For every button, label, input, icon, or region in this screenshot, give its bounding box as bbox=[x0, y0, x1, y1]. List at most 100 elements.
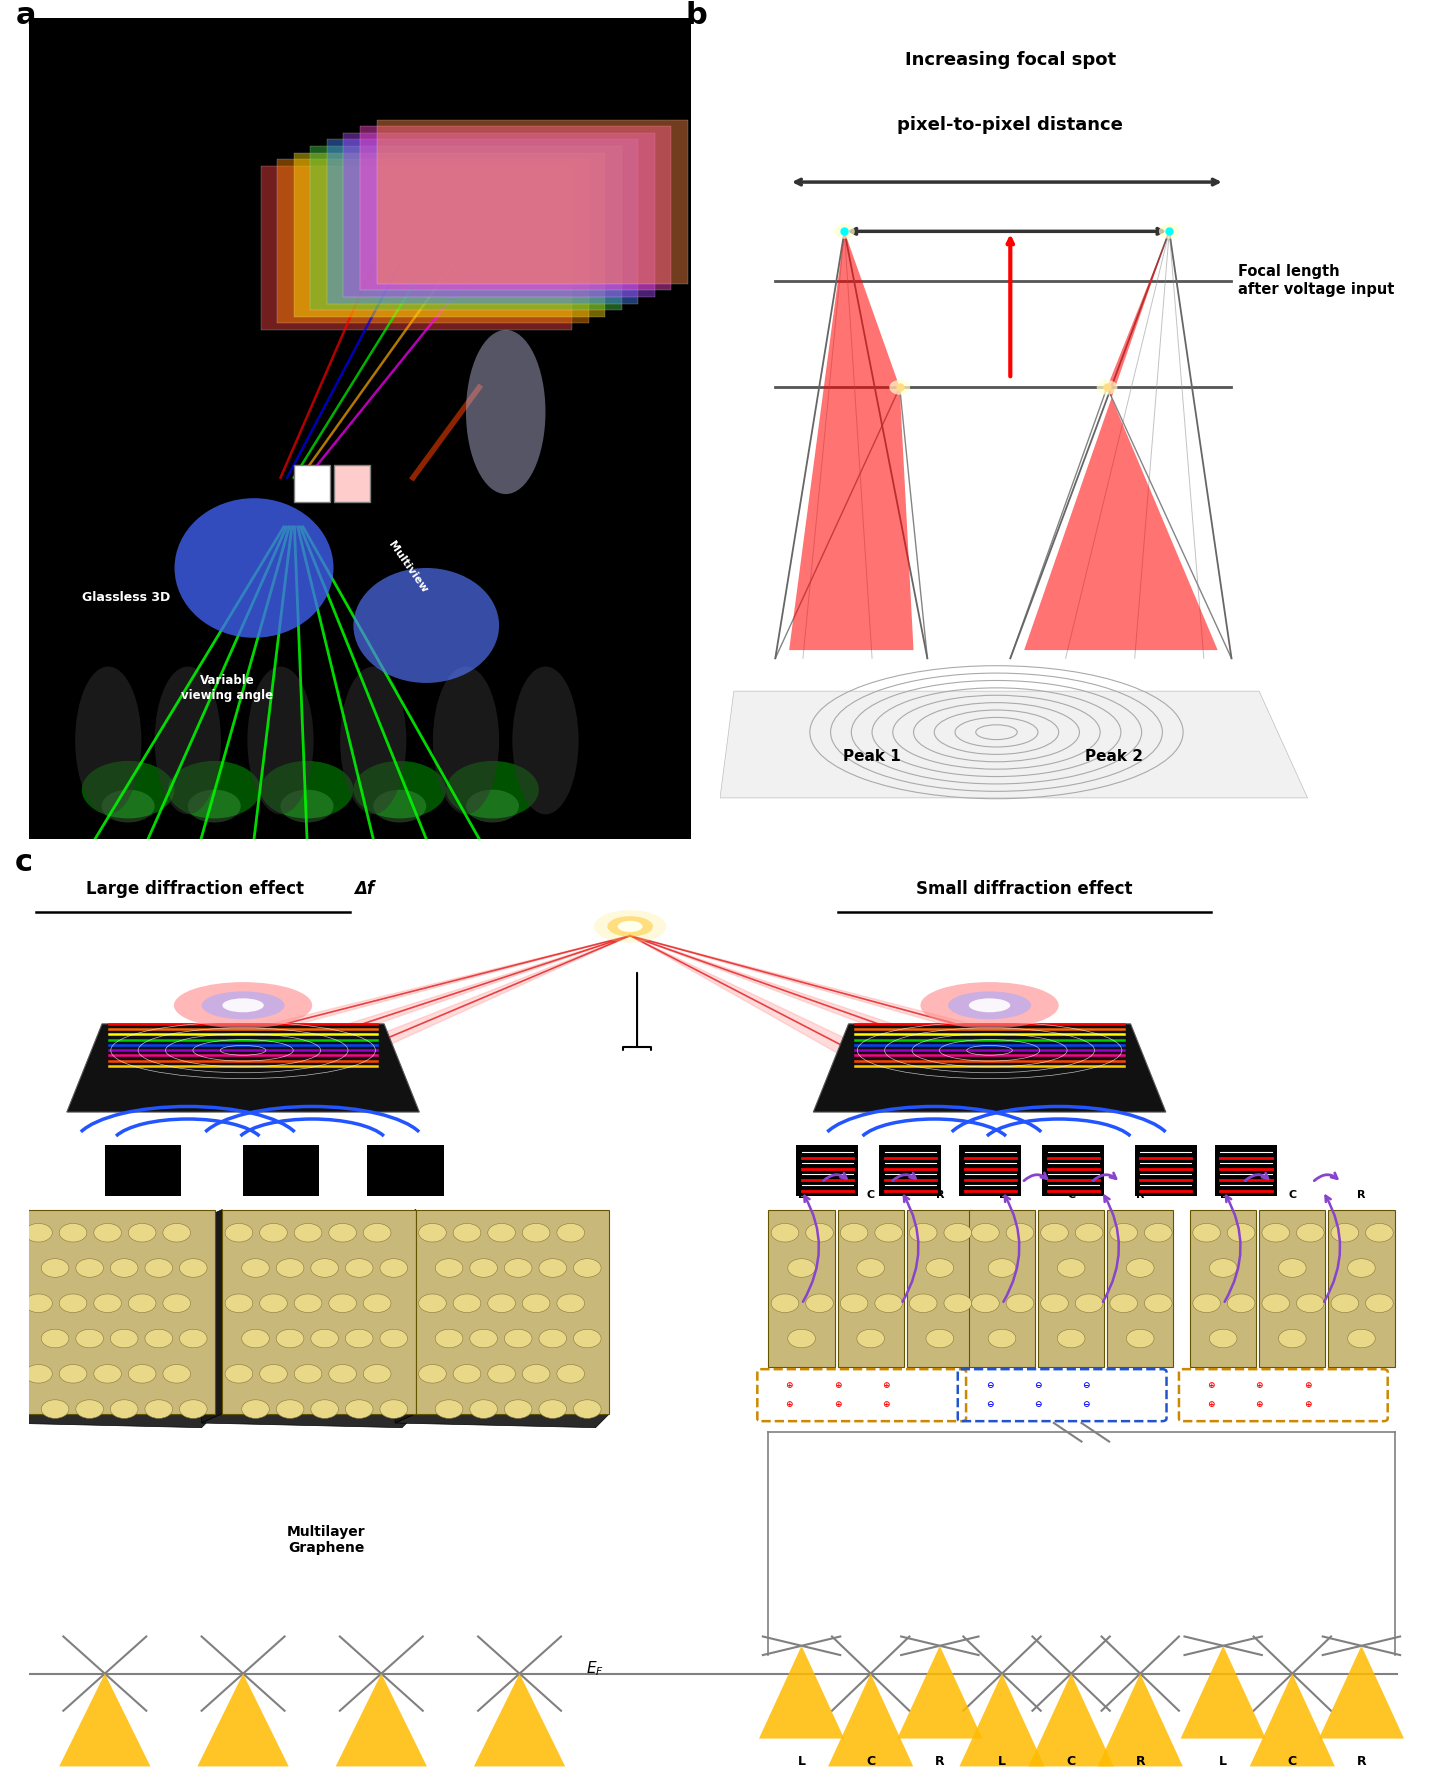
Polygon shape bbox=[66, 1025, 419, 1112]
Polygon shape bbox=[1028, 1674, 1113, 1767]
Circle shape bbox=[294, 1294, 323, 1312]
Circle shape bbox=[988, 1330, 1015, 1348]
Text: ⊕: ⊕ bbox=[785, 1399, 793, 1408]
Circle shape bbox=[242, 1258, 269, 1278]
Ellipse shape bbox=[1159, 223, 1179, 239]
Circle shape bbox=[1261, 1223, 1290, 1242]
Circle shape bbox=[145, 1399, 173, 1419]
Ellipse shape bbox=[353, 760, 446, 818]
Text: L: L bbox=[1220, 1191, 1227, 1200]
Circle shape bbox=[242, 1330, 269, 1348]
Circle shape bbox=[346, 1330, 373, 1348]
Circle shape bbox=[259, 1364, 288, 1383]
Circle shape bbox=[1041, 1294, 1068, 1312]
Polygon shape bbox=[59, 1674, 150, 1767]
Circle shape bbox=[972, 1223, 999, 1242]
Circle shape bbox=[788, 1258, 815, 1278]
Circle shape bbox=[557, 1364, 585, 1383]
Circle shape bbox=[1110, 1294, 1138, 1312]
Circle shape bbox=[242, 1399, 269, 1419]
Circle shape bbox=[59, 1223, 86, 1242]
Text: R: R bbox=[1135, 1755, 1145, 1769]
Bar bbox=[796, 1144, 858, 1196]
Text: pixel-to-pixel distance: pixel-to-pixel distance bbox=[897, 116, 1123, 134]
Circle shape bbox=[504, 1399, 531, 1419]
Text: Peak 1: Peak 1 bbox=[844, 750, 901, 764]
Bar bbox=[1259, 1210, 1325, 1367]
Text: Multilayer
Graphene: Multilayer Graphene bbox=[287, 1524, 366, 1555]
Text: Peak 2: Peak 2 bbox=[1084, 750, 1143, 764]
Text: ⊖: ⊖ bbox=[1034, 1399, 1041, 1408]
Bar bbox=[1189, 1210, 1256, 1367]
Polygon shape bbox=[377, 120, 688, 284]
Circle shape bbox=[259, 1223, 288, 1242]
Ellipse shape bbox=[373, 789, 426, 823]
Circle shape bbox=[311, 1330, 338, 1348]
Circle shape bbox=[111, 1399, 138, 1419]
Polygon shape bbox=[474, 1674, 564, 1767]
Circle shape bbox=[523, 1364, 550, 1383]
Circle shape bbox=[573, 1399, 600, 1419]
Ellipse shape bbox=[1097, 380, 1117, 394]
Ellipse shape bbox=[513, 666, 579, 814]
Text: ⊕: ⊕ bbox=[883, 1399, 890, 1408]
Circle shape bbox=[276, 1399, 304, 1419]
Circle shape bbox=[363, 1364, 392, 1383]
Ellipse shape bbox=[467, 330, 546, 494]
Circle shape bbox=[1296, 1294, 1325, 1312]
Text: R: R bbox=[935, 1755, 945, 1769]
Ellipse shape bbox=[593, 910, 667, 942]
Circle shape bbox=[363, 1223, 392, 1242]
Ellipse shape bbox=[618, 921, 642, 932]
Circle shape bbox=[1110, 1223, 1138, 1242]
Circle shape bbox=[988, 1258, 1015, 1278]
Circle shape bbox=[42, 1399, 69, 1419]
Polygon shape bbox=[828, 1674, 913, 1767]
Circle shape bbox=[1279, 1330, 1306, 1348]
Bar bbox=[105, 1144, 181, 1196]
Text: C: C bbox=[1067, 1755, 1076, 1769]
Circle shape bbox=[311, 1258, 338, 1278]
Circle shape bbox=[1227, 1223, 1256, 1242]
Text: ⊕: ⊕ bbox=[1256, 1382, 1263, 1391]
Circle shape bbox=[1126, 1330, 1153, 1348]
Bar bbox=[1215, 1144, 1277, 1196]
Circle shape bbox=[469, 1399, 497, 1419]
Polygon shape bbox=[1, 1210, 22, 1423]
Circle shape bbox=[380, 1330, 408, 1348]
Ellipse shape bbox=[433, 666, 500, 814]
Polygon shape bbox=[631, 935, 1115, 1060]
Text: a: a bbox=[16, 2, 36, 30]
Ellipse shape bbox=[608, 916, 652, 937]
Circle shape bbox=[573, 1258, 600, 1278]
Bar bbox=[416, 1210, 609, 1414]
Circle shape bbox=[488, 1364, 516, 1383]
Circle shape bbox=[1076, 1223, 1103, 1242]
Circle shape bbox=[1007, 1223, 1034, 1242]
Circle shape bbox=[180, 1330, 207, 1348]
Circle shape bbox=[128, 1294, 156, 1312]
Circle shape bbox=[346, 1258, 373, 1278]
Polygon shape bbox=[395, 1414, 609, 1428]
Polygon shape bbox=[118, 935, 631, 1060]
Circle shape bbox=[1145, 1223, 1172, 1242]
Circle shape bbox=[419, 1223, 446, 1242]
Text: R: R bbox=[1356, 1755, 1367, 1769]
Circle shape bbox=[328, 1223, 357, 1242]
Polygon shape bbox=[395, 1210, 416, 1423]
Polygon shape bbox=[1024, 232, 1218, 650]
Circle shape bbox=[488, 1223, 516, 1242]
Polygon shape bbox=[1250, 1674, 1335, 1767]
Circle shape bbox=[59, 1364, 86, 1383]
Polygon shape bbox=[360, 127, 671, 291]
Circle shape bbox=[557, 1294, 585, 1312]
Bar bbox=[969, 1210, 1035, 1367]
Bar bbox=[22, 1210, 216, 1414]
Circle shape bbox=[225, 1294, 253, 1312]
Circle shape bbox=[876, 1223, 903, 1242]
Text: ⊕: ⊕ bbox=[834, 1382, 841, 1391]
Circle shape bbox=[346, 1399, 373, 1419]
Bar bbox=[1043, 1144, 1104, 1196]
Circle shape bbox=[76, 1330, 104, 1348]
Circle shape bbox=[523, 1223, 550, 1242]
